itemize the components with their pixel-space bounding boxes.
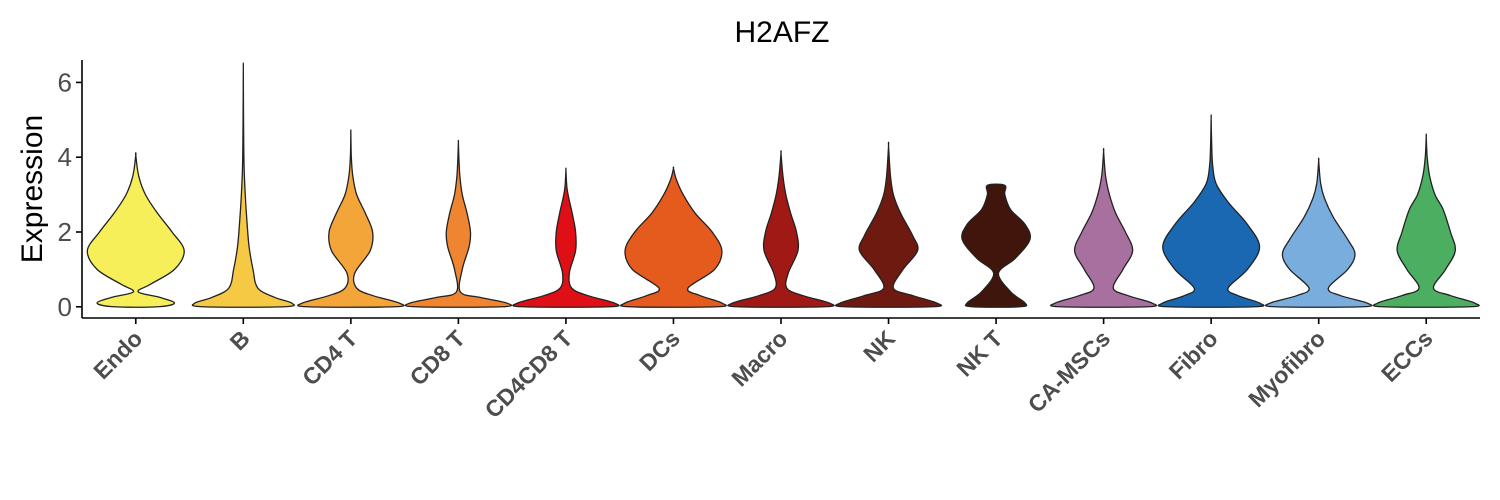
x-tick-label: NK <box>858 325 900 367</box>
chart-title: H2AFZ <box>734 16 829 49</box>
x-tick-label: Fibro <box>1164 325 1223 384</box>
y-tick-label: 0 <box>58 292 72 322</box>
violin-b <box>191 62 295 308</box>
violin-myofibro <box>1264 157 1373 308</box>
violin-macro <box>727 150 835 308</box>
x-ticks: Endo B CD4 T CD8 T CD4CD8 T DCs Macro NK NK T CA-… <box>88 318 1438 423</box>
x-tick-label: ECCs <box>1376 325 1438 387</box>
violin-endo <box>86 152 185 308</box>
x-tick-label: CD4 T <box>297 325 362 390</box>
y-tick-label: 4 <box>58 142 72 172</box>
x-tick-label: Endo <box>88 325 147 384</box>
x-tick-label: NK T <box>951 325 1007 381</box>
x-tick-label: B <box>225 325 255 355</box>
violin-ca-mscs <box>1050 147 1158 308</box>
violin-nk-t <box>961 183 1031 308</box>
violin-group <box>86 62 1480 308</box>
x-tick-label: CD4CD8 T <box>480 325 578 423</box>
violin-eccs <box>1372 133 1480 308</box>
y-axis-label: Expression <box>16 115 49 263</box>
violin-fibro <box>1157 114 1265 308</box>
x-tick-label: CA-MSCs <box>1023 325 1115 417</box>
violin-cd4cd8-t <box>512 167 620 308</box>
violin-nk <box>834 141 943 308</box>
x-tick-label: Macro <box>726 325 792 391</box>
x-tick-label: Myofibro <box>1243 325 1330 412</box>
violin-cd8-t <box>404 139 513 308</box>
violin-cd4-t <box>297 129 405 308</box>
y-tick-label: 6 <box>58 67 72 97</box>
y-ticks: 0 2 4 6 <box>58 67 82 322</box>
x-tick-label: CD8 T <box>405 325 470 390</box>
y-tick-label: 2 <box>58 217 72 247</box>
violin-dcs <box>620 166 727 308</box>
x-tick-label: DCs <box>634 325 685 376</box>
